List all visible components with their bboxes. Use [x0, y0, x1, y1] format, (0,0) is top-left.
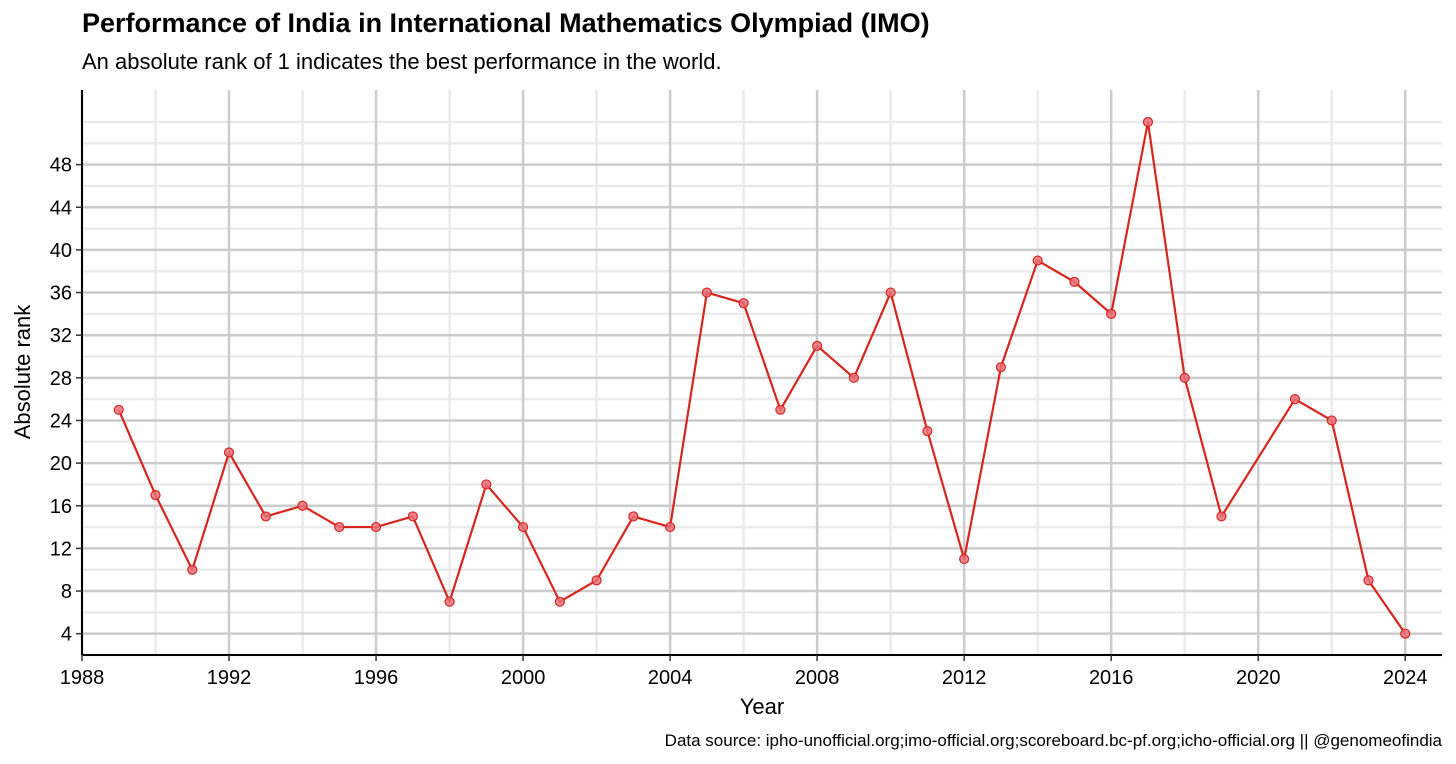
y-tick-label: 48	[50, 155, 72, 177]
x-tick-label: 1996	[354, 667, 399, 689]
data-point	[738, 298, 749, 309]
data-point	[812, 340, 823, 351]
x-tick-label: 2008	[795, 667, 840, 689]
chart-subtitle: An absolute rank of 1 indicates the best…	[82, 49, 722, 74]
x-tick-label: 2020	[1236, 667, 1281, 689]
y-tick-label: 8	[61, 581, 72, 603]
data-point	[517, 521, 529, 533]
y-tick-label: 44	[50, 197, 72, 219]
x-tick-label: 2024	[1383, 667, 1428, 689]
data-point	[1216, 511, 1227, 522]
x-axis-ticks: 1988 1992 1996 2000 2004 2008 2012 2016 2020 2024	[60, 655, 1428, 689]
x-tick-label: 2004	[648, 667, 693, 689]
data-point	[407, 511, 418, 522]
y-tick-label: 16	[50, 496, 72, 518]
data-point	[1032, 255, 1043, 266]
y-axis-title: Absolute rank	[10, 304, 35, 440]
data-point	[628, 511, 639, 522]
x-tick-label: 2012	[942, 667, 987, 689]
data-point	[1179, 372, 1190, 383]
y-tick-label: 32	[50, 325, 72, 347]
axes	[81, 90, 1442, 656]
data-point	[1326, 415, 1337, 426]
chart-title: Performance of India in International Ma…	[82, 8, 930, 38]
x-tick-label: 2016	[1089, 667, 1134, 689]
data-point	[444, 596, 455, 607]
y-tick-label: 20	[50, 453, 72, 475]
data-point	[297, 500, 308, 511]
series-layer	[113, 116, 1411, 639]
data-point	[591, 575, 602, 586]
data-point	[1106, 308, 1117, 319]
data-point	[1363, 575, 1374, 586]
data-point	[848, 372, 859, 383]
data-point	[1400, 628, 1411, 639]
y-tick-label: 4	[61, 624, 72, 646]
x-tick-label: 1992	[207, 667, 252, 689]
data-point	[701, 287, 712, 298]
grid-major	[80, 90, 1442, 655]
data-point	[959, 553, 970, 565]
grid-minor	[82, 90, 1442, 657]
y-tick-label: 24	[50, 410, 72, 432]
data-point	[885, 287, 896, 298]
x-tick-label: 2000	[501, 667, 546, 689]
data-point	[113, 404, 124, 415]
y-tick-label: 36	[50, 283, 72, 305]
data-point	[775, 404, 786, 415]
data-point	[554, 596, 565, 607]
y-tick-label: 28	[50, 368, 72, 390]
y-tick-label: 12	[50, 538, 72, 560]
x-axis-title: Year	[740, 694, 784, 719]
data-point	[334, 521, 345, 533]
data-source-caption: Data source: ipho-unofficial.org;imo-off…	[664, 731, 1442, 750]
x-tick-label: 1988	[60, 667, 105, 689]
data-point	[1069, 276, 1080, 287]
data-point	[370, 521, 382, 533]
data-point	[665, 521, 676, 533]
data-point	[150, 489, 161, 501]
data-point	[1142, 116, 1154, 128]
y-tick-label: 40	[50, 240, 72, 262]
data-point	[260, 511, 271, 522]
data-point	[223, 447, 235, 458]
data-point	[1289, 394, 1301, 405]
data-point	[922, 426, 933, 437]
data-point	[481, 479, 492, 490]
data-point	[995, 362, 1007, 373]
data-point	[187, 564, 198, 575]
